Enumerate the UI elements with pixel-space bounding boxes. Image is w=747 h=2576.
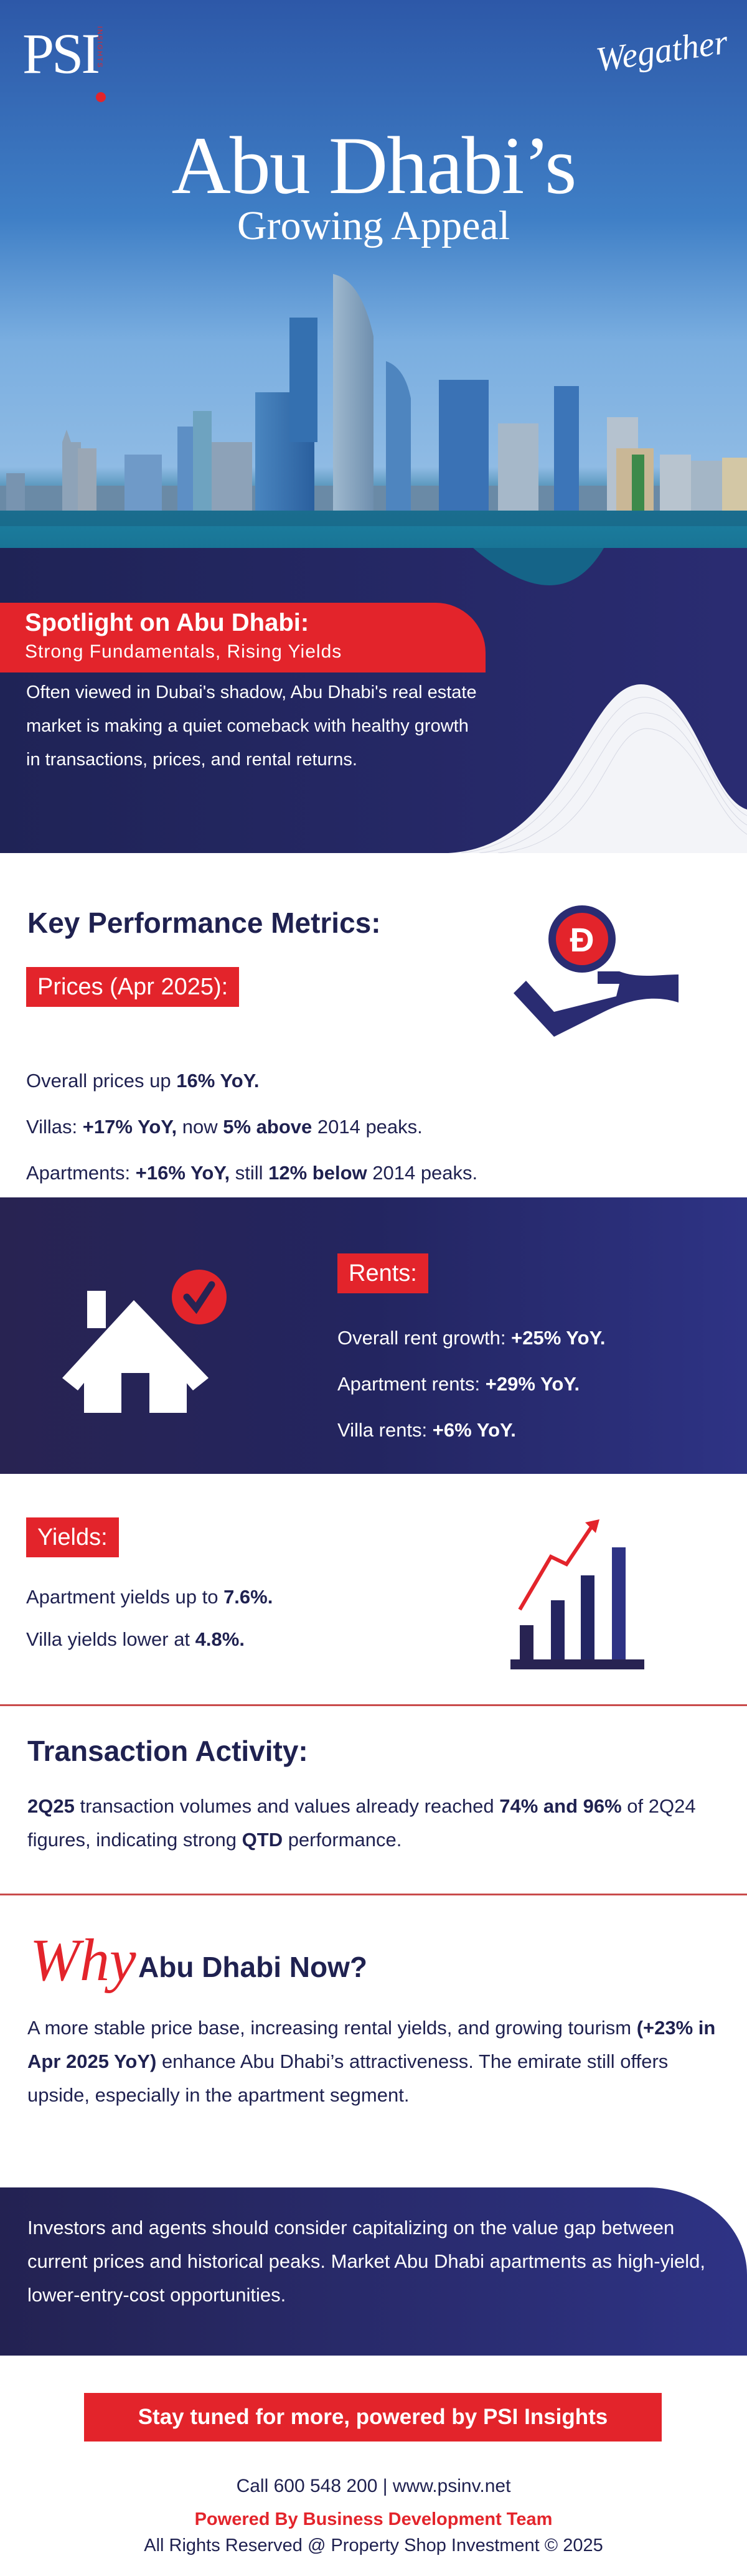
wave-lines-decoration [448, 548, 747, 853]
why-script: Why [30, 1927, 136, 1993]
rents-section: Rents: Overall rent growth: +25% YoY. Ap… [0, 1197, 747, 1474]
yield-line-2: Villa yields lower at 4.8%. [26, 1628, 245, 1650]
why-body: A more stable price base, increasing ren… [27, 2017, 716, 2106]
skyline-illustration [0, 274, 747, 511]
price-line-1: Overall prices up 16% YoY. [26, 1070, 260, 1092]
contact-info[interactable]: Call 600 548 200 | www.psinv.net [236, 2476, 511, 2496]
spotlight-title: Spotlight on Abu Dhabi: [25, 609, 309, 636]
svg-text:Đ: Đ [570, 922, 594, 959]
dirham-coin-hand-icon: Đ [514, 905, 679, 1037]
rent-line-1: Overall rent growth: +25% YoY. [337, 1327, 606, 1349]
wegather-script-logo: Wegather [594, 22, 731, 80]
psi-insights-logo: PSI INSIGHTS [22, 25, 106, 102]
copyright: All Rights Reserved @ Property Shop Inve… [144, 2536, 603, 2555]
rents-tag: Rents: [337, 1253, 428, 1293]
yield-line-1: Apartment yields up to 7.6%. [26, 1586, 273, 1608]
spotlight-banner: Spotlight on Abu Dhabi: Strong Fundament… [0, 603, 486, 672]
section-divider [0, 1704, 747, 1706]
house-check-icon [62, 1270, 227, 1413]
spotlight-section: Spotlight on Abu Dhabi: Strong Fundament… [0, 548, 747, 853]
logo-dot-icon [96, 92, 106, 102]
price-line-3: Apartments: +16% YoY, still 12% below 20… [26, 1162, 478, 1184]
bar-chart-growth-icon [510, 1519, 644, 1669]
stay-tuned-banner: Stay tuned for more, powered by PSI Insi… [84, 2393, 662, 2442]
spotlight-subtitle: Strong Fundamentals, Rising Yields [25, 641, 342, 662]
logo-subtext: INSIGHTS [96, 26, 103, 68]
transactions-heading: Transaction Activity: [27, 1735, 308, 1767]
spotlight-body: Often viewed in Dubai's shadow, Abu Dhab… [26, 682, 477, 770]
rent-line-2: Apartment rents: +29% YoY. [337, 1373, 580, 1395]
prices-tag: Prices (Apr 2025): [26, 967, 240, 1007]
investor-cta-section: Investors and agents should consider cap… [0, 2187, 747, 2356]
rent-line-3: Villa rents: +6% YoY. [337, 1419, 516, 1441]
page-subtitle: Growing Appeal [237, 203, 510, 248]
why-heading: Abu Dhabi Now? [138, 1951, 367, 1983]
section-divider [0, 1894, 747, 1895]
cta-body: Investors and agents should consider cap… [27, 2217, 705, 2306]
transactions-body: 2Q25 transaction volumes and values alre… [27, 1795, 696, 1851]
logo-text: PSI [22, 22, 100, 85]
page-title: Abu Dhabi’s [171, 120, 577, 211]
price-line-2: Villas: +17% YoY, now 5% above 2014 peak… [26, 1116, 423, 1138]
powered-by: Powered By Business Development Team [194, 2509, 553, 2529]
metrics-heading: Key Performance Metrics: [27, 907, 381, 939]
hero-banner: PSI INSIGHTS Wegather Abu Dhabi’s Growin… [0, 0, 747, 623]
yields-tag: Yields: [26, 1517, 119, 1557]
